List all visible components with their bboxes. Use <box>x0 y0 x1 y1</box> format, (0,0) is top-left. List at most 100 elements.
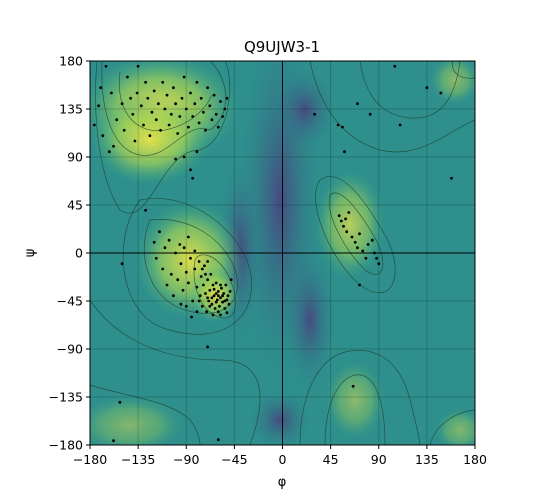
data-point <box>174 157 178 161</box>
data-point <box>221 300 225 304</box>
data-point <box>211 283 215 287</box>
data-point <box>223 299 227 303</box>
data-point <box>152 89 156 93</box>
data-point <box>189 256 192 260</box>
data-point <box>142 123 145 127</box>
data-point <box>157 102 160 106</box>
data-point <box>133 139 137 143</box>
data-point <box>189 91 192 95</box>
data-point <box>179 262 183 266</box>
data-point <box>219 100 222 103</box>
data-point <box>195 150 199 154</box>
data-point <box>225 96 229 100</box>
data-point <box>226 294 230 298</box>
data-point <box>350 235 354 239</box>
x-tick-label: 180 <box>463 452 487 467</box>
data-point <box>176 132 180 135</box>
data-point <box>206 86 210 90</box>
data-point <box>197 260 201 263</box>
data-point <box>343 150 346 154</box>
data-point <box>165 93 169 97</box>
data-point <box>163 107 167 111</box>
data-point <box>356 102 359 106</box>
data-point <box>195 80 199 84</box>
data-point <box>189 168 192 172</box>
data-point <box>200 267 204 271</box>
data-point <box>158 230 161 234</box>
data-point <box>167 123 171 127</box>
data-point <box>227 302 231 306</box>
data-point <box>214 112 218 116</box>
data-point <box>206 278 210 282</box>
x-tick-label: 90 <box>371 452 387 467</box>
data-point <box>135 91 139 95</box>
data-point <box>218 304 221 308</box>
zero-lines <box>90 61 475 445</box>
data-point <box>221 294 225 298</box>
data-point <box>172 294 175 298</box>
data-point <box>187 281 190 285</box>
data-point <box>184 304 188 308</box>
data-point <box>219 313 222 317</box>
data-point <box>204 292 207 295</box>
data-point <box>356 246 359 250</box>
data-point <box>368 112 372 116</box>
data-point <box>182 155 186 159</box>
data-point <box>214 292 218 295</box>
data-point <box>169 112 173 116</box>
y-tick-label: −90 <box>57 342 83 357</box>
data-point <box>377 262 381 266</box>
data-point <box>184 270 188 274</box>
data-point <box>122 128 126 132</box>
data-point <box>337 214 341 218</box>
data-point <box>197 121 201 125</box>
data-point <box>212 294 216 298</box>
data-point <box>212 93 216 97</box>
x-tick-label: −180 <box>73 452 107 467</box>
data-point <box>366 243 370 246</box>
data-point <box>181 288 185 292</box>
x-axis-label: φ <box>278 475 287 490</box>
data-point <box>110 91 113 95</box>
data-point <box>182 75 186 79</box>
data-point <box>216 125 220 129</box>
data-point <box>353 240 357 244</box>
data-point <box>223 107 227 111</box>
data-point <box>216 310 220 314</box>
data-point <box>139 104 143 108</box>
data-point <box>159 128 163 132</box>
data-point <box>219 283 222 287</box>
data-point <box>197 299 201 303</box>
data-point <box>450 176 453 180</box>
data-point <box>152 240 156 244</box>
x-tick-label: 45 <box>323 452 339 467</box>
data-point <box>206 296 210 300</box>
data-point <box>150 110 154 114</box>
data-point <box>161 267 165 271</box>
data-point <box>220 286 223 290</box>
data-point <box>207 299 211 303</box>
data-points <box>92 64 453 443</box>
data-point <box>439 91 443 95</box>
data-point <box>187 125 190 129</box>
data-point <box>344 217 347 221</box>
data-point <box>178 243 182 246</box>
data-point <box>99 86 103 90</box>
data-point <box>112 439 115 443</box>
data-point <box>228 290 232 293</box>
data-point <box>202 110 205 114</box>
data-point <box>216 438 220 442</box>
data-point <box>154 256 158 260</box>
data-point <box>214 281 218 285</box>
data-point <box>118 400 122 404</box>
data-point <box>165 283 169 287</box>
data-point <box>216 290 220 293</box>
plot-area <box>90 61 475 445</box>
data-point <box>221 115 225 118</box>
data-point <box>203 264 206 268</box>
data-point <box>195 310 199 314</box>
data-point <box>200 304 204 308</box>
data-point <box>393 64 397 68</box>
x-tick-label: 0 <box>279 452 287 467</box>
